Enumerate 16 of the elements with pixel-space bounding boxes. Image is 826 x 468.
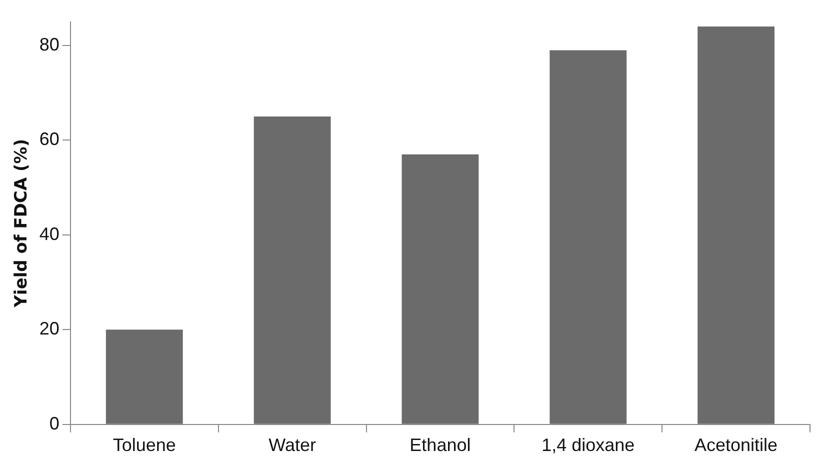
bar: [254, 116, 331, 424]
y-tick-label: 0: [49, 413, 60, 434]
y-tick-label: 40: [39, 224, 60, 244]
bar: [698, 26, 774, 424]
x-tick-label: Toluene: [112, 435, 176, 456]
y-tick-label: 20: [39, 318, 60, 339]
x-tick-label: Water: [268, 435, 316, 456]
y-axis-title: Yield of FDCA (%): [12, 138, 32, 308]
x-tick-label: Ethanol: [410, 435, 471, 456]
bar: [402, 154, 479, 424]
bar: [106, 330, 183, 424]
x-tick-label: Acetonitile: [694, 435, 778, 456]
y-tick-label: 80: [39, 34, 60, 54]
y-tick-label: 60: [39, 129, 60, 150]
x-tick-label: 1,4 dioxane: [542, 435, 635, 456]
bar: [550, 50, 627, 424]
